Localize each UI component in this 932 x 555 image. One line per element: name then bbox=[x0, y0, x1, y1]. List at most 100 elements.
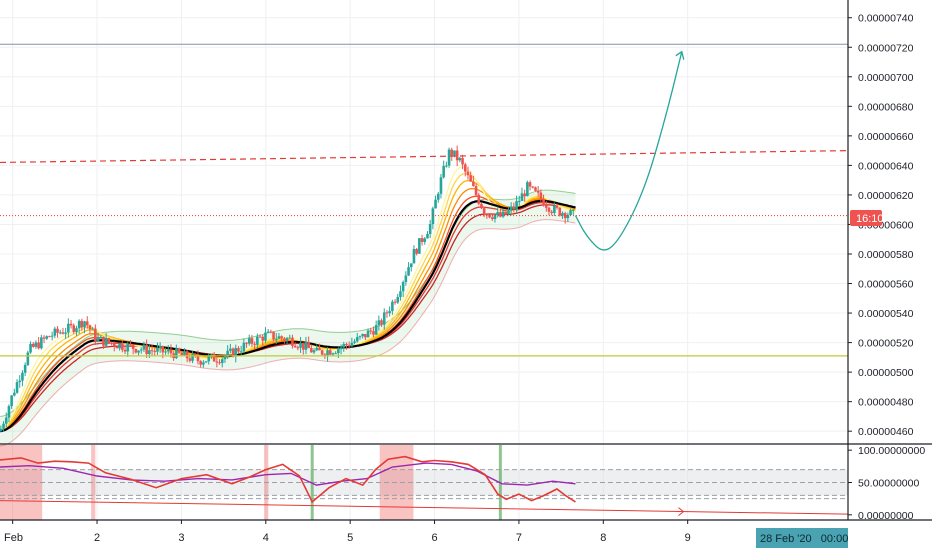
candle-body bbox=[158, 346, 162, 348]
candle-body bbox=[288, 337, 292, 339]
price-tick-label: 0.00000520 bbox=[858, 338, 914, 350]
candle-body bbox=[318, 347, 321, 351]
candle-body bbox=[558, 207, 562, 216]
candle-body bbox=[242, 342, 246, 352]
candle-body bbox=[15, 382, 19, 393]
candle-body bbox=[218, 362, 221, 364]
candle-body bbox=[439, 177, 443, 194]
candle-body bbox=[355, 337, 359, 342]
candle-body bbox=[409, 263, 413, 268]
candle-body bbox=[283, 338, 286, 341]
candle-body bbox=[536, 190, 540, 193]
crosshair-date-label: 28 Feb '20 00:00 bbox=[760, 533, 848, 545]
time-tick-label: 4 bbox=[263, 532, 269, 544]
candle-body bbox=[334, 353, 337, 355]
candle-body bbox=[423, 238, 427, 242]
ma-ribbon-line bbox=[0, 204, 576, 432]
countdown-badge: 16:10 bbox=[850, 210, 884, 226]
candle-body bbox=[69, 323, 73, 326]
candle-body bbox=[434, 199, 437, 209]
candle-body bbox=[72, 325, 76, 332]
candle-body bbox=[418, 238, 421, 254]
candle-body bbox=[26, 352, 30, 365]
candle-body bbox=[480, 203, 483, 209]
candle-body bbox=[0, 428, 3, 432]
time-tick-label: 3 bbox=[178, 532, 184, 544]
candle-body bbox=[88, 325, 92, 330]
candle-body bbox=[56, 328, 59, 333]
price-tick-label: 0.00000500 bbox=[858, 367, 914, 379]
candle-body bbox=[393, 301, 397, 303]
candle-body bbox=[191, 354, 194, 361]
candle-body bbox=[350, 342, 354, 347]
candle-body bbox=[10, 395, 13, 407]
candle-body bbox=[345, 343, 348, 346]
indicator-series-2 bbox=[0, 462, 576, 486]
candle-body bbox=[264, 332, 267, 341]
candle-body bbox=[166, 349, 170, 352]
candle-body bbox=[126, 343, 130, 352]
candle-body bbox=[99, 336, 103, 339]
candle-body bbox=[337, 349, 340, 354]
candle-body bbox=[328, 350, 332, 355]
candle-body bbox=[207, 356, 211, 362]
candle-body bbox=[382, 312, 386, 325]
candle-body bbox=[310, 348, 313, 353]
candle-body bbox=[466, 171, 470, 176]
candle-body bbox=[250, 338, 254, 344]
forecast-drawing[interactable] bbox=[574, 50, 685, 251]
price-tick-label: 0.00000580 bbox=[858, 249, 914, 261]
candle-body bbox=[237, 348, 240, 352]
candle-body bbox=[118, 343, 121, 349]
time-tick-label: 6 bbox=[432, 532, 438, 544]
ma-main-line bbox=[0, 199, 576, 433]
candle-body bbox=[123, 349, 127, 352]
candle-body bbox=[353, 341, 356, 343]
candle-body bbox=[372, 331, 375, 335]
price-tick-label: 0.00000640 bbox=[858, 160, 914, 172]
candle-body bbox=[7, 406, 11, 418]
candle-body bbox=[253, 343, 256, 345]
candle-body bbox=[223, 356, 227, 360]
candle-body bbox=[53, 328, 57, 336]
indicator-cloud bbox=[0, 189, 576, 447]
candle-body bbox=[447, 149, 451, 166]
candle-body bbox=[342, 343, 346, 348]
candle-body bbox=[131, 344, 135, 349]
indicator-tick-label: 100.00000000 bbox=[858, 445, 925, 457]
candle-body bbox=[13, 392, 16, 396]
candle-body bbox=[85, 321, 89, 326]
candle-body bbox=[110, 342, 113, 344]
candle-body bbox=[512, 206, 516, 210]
candle-body bbox=[239, 351, 243, 353]
candle-body bbox=[401, 281, 405, 292]
time-tick-label: 9 bbox=[685, 532, 691, 544]
candle-body bbox=[488, 214, 491, 218]
candle-body bbox=[48, 336, 51, 338]
price-tick-label: 0.00000540 bbox=[858, 308, 914, 320]
candle-body bbox=[148, 350, 151, 354]
candle-body bbox=[442, 165, 445, 178]
candle-body bbox=[509, 206, 513, 211]
candle-body bbox=[515, 201, 518, 210]
candle-body bbox=[202, 362, 205, 365]
candle-body bbox=[528, 182, 532, 187]
ma-ribbon-line bbox=[0, 201, 576, 432]
candle-body bbox=[164, 351, 167, 353]
candle-body bbox=[296, 347, 300, 349]
indicator-tick-label: 0.00000000 bbox=[858, 510, 914, 522]
candle-body bbox=[245, 342, 248, 344]
candle-body bbox=[493, 215, 497, 219]
candle-body bbox=[561, 213, 564, 216]
candle-body bbox=[542, 198, 545, 206]
candle-body bbox=[399, 291, 402, 297]
candle-body bbox=[304, 341, 308, 350]
candle-body bbox=[169, 349, 173, 354]
candle-body bbox=[280, 336, 283, 339]
candle-body bbox=[380, 320, 383, 325]
candle-body bbox=[571, 209, 575, 211]
ma-ribbon-line bbox=[0, 195, 576, 432]
candle-body bbox=[520, 193, 524, 201]
